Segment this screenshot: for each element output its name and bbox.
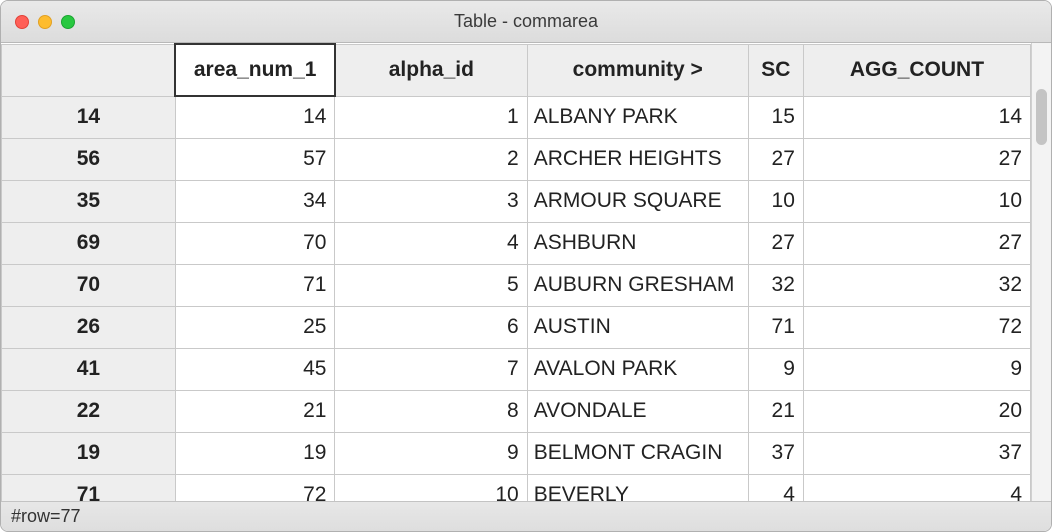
row-header[interactable]: 22 [2, 390, 176, 432]
table-header-row: area_num_1alpha_idcommunity >SCAGG_COUNT [2, 44, 1031, 96]
table-row[interactable]: 22218AVONDALE2120 [2, 390, 1031, 432]
column-header-community[interactable]: community > [527, 44, 748, 96]
row-header[interactable]: 35 [2, 180, 176, 222]
data-table: area_num_1alpha_idcommunity >SCAGG_COUNT… [1, 43, 1031, 501]
row-header[interactable]: 69 [2, 222, 176, 264]
cell-alpha_id[interactable]: 1 [335, 96, 527, 138]
cell-agg_count[interactable]: 27 [803, 222, 1030, 264]
cell-alpha_id[interactable]: 3 [335, 180, 527, 222]
cell-sc[interactable]: 71 [748, 306, 803, 348]
cell-alpha_id[interactable]: 7 [335, 348, 527, 390]
cell-alpha_id[interactable]: 9 [335, 432, 527, 474]
table-row[interactable]: 19199BELMONT CRAGIN3737 [2, 432, 1031, 474]
cell-community[interactable]: AVALON PARK [527, 348, 748, 390]
statusbar: #row=77 [1, 501, 1051, 531]
column-header-agg_count[interactable]: AGG_COUNT [803, 44, 1030, 96]
cell-community[interactable]: ARMOUR SQUARE [527, 180, 748, 222]
cell-sc[interactable]: 4 [748, 474, 803, 501]
cell-agg_count[interactable]: 20 [803, 390, 1030, 432]
cell-agg_count[interactable]: 14 [803, 96, 1030, 138]
table-row[interactable]: 41457AVALON PARK99 [2, 348, 1031, 390]
cell-alpha_id[interactable]: 10 [335, 474, 527, 501]
row-header[interactable]: 71 [2, 474, 176, 501]
cell-sc[interactable]: 10 [748, 180, 803, 222]
minimize-icon[interactable] [38, 15, 52, 29]
status-text: #row=77 [11, 506, 81, 527]
cell-area_num_1[interactable]: 57 [175, 138, 335, 180]
cell-community[interactable]: ALBANY PARK [527, 96, 748, 138]
cell-community[interactable]: AUBURN GRESHAM [527, 264, 748, 306]
maximize-icon[interactable] [61, 15, 75, 29]
row-header[interactable]: 41 [2, 348, 176, 390]
cell-alpha_id[interactable]: 2 [335, 138, 527, 180]
row-header[interactable]: 19 [2, 432, 176, 474]
row-header[interactable]: 56 [2, 138, 176, 180]
cell-alpha_id[interactable]: 4 [335, 222, 527, 264]
cell-area_num_1[interactable]: 34 [175, 180, 335, 222]
cell-alpha_id[interactable]: 8 [335, 390, 527, 432]
cell-area_num_1[interactable]: 14 [175, 96, 335, 138]
content-area: area_num_1alpha_idcommunity >SCAGG_COUNT… [1, 43, 1051, 501]
cell-community[interactable]: BELMONT CRAGIN [527, 432, 748, 474]
row-header[interactable]: 14 [2, 96, 176, 138]
table-row[interactable]: 56572ARCHER HEIGHTS2727 [2, 138, 1031, 180]
cell-area_num_1[interactable]: 19 [175, 432, 335, 474]
cell-agg_count[interactable]: 27 [803, 138, 1030, 180]
cell-area_num_1[interactable]: 71 [175, 264, 335, 306]
traffic-lights [15, 15, 75, 29]
cell-agg_count[interactable]: 72 [803, 306, 1030, 348]
cell-area_num_1[interactable]: 21 [175, 390, 335, 432]
cell-community[interactable]: ARCHER HEIGHTS [527, 138, 748, 180]
cell-community[interactable]: BEVERLY [527, 474, 748, 501]
table-row[interactable]: 14141ALBANY PARK1514 [2, 96, 1031, 138]
window: Table - commarea area_num_1alpha_idcommu… [0, 0, 1052, 532]
table-wrap: area_num_1alpha_idcommunity >SCAGG_COUNT… [1, 43, 1031, 501]
cell-sc[interactable]: 9 [748, 348, 803, 390]
cell-alpha_id[interactable]: 6 [335, 306, 527, 348]
cell-community[interactable]: ASHBURN [527, 222, 748, 264]
vertical-scrollbar[interactable] [1031, 43, 1051, 501]
table-body: 14141ALBANY PARK151456572ARCHER HEIGHTS2… [2, 96, 1031, 501]
cell-area_num_1[interactable]: 25 [175, 306, 335, 348]
row-header[interactable]: 70 [2, 264, 176, 306]
cell-sc[interactable]: 27 [748, 138, 803, 180]
window-title: Table - commarea [1, 11, 1051, 32]
row-header[interactable]: 26 [2, 306, 176, 348]
cell-area_num_1[interactable]: 45 [175, 348, 335, 390]
cell-sc[interactable]: 27 [748, 222, 803, 264]
scrollbar-thumb[interactable] [1036, 89, 1047, 145]
cell-sc[interactable]: 15 [748, 96, 803, 138]
table-row[interactable]: 26256AUSTIN7172 [2, 306, 1031, 348]
cell-agg_count[interactable]: 32 [803, 264, 1030, 306]
cell-sc[interactable]: 32 [748, 264, 803, 306]
cell-community[interactable]: AVONDALE [527, 390, 748, 432]
cell-community[interactable]: AUSTIN [527, 306, 748, 348]
cell-agg_count[interactable]: 10 [803, 180, 1030, 222]
titlebar: Table - commarea [1, 1, 1051, 43]
cell-area_num_1[interactable]: 72 [175, 474, 335, 501]
table-row[interactable]: 70715AUBURN GRESHAM3232 [2, 264, 1031, 306]
cell-alpha_id[interactable]: 5 [335, 264, 527, 306]
column-header-rowid[interactable] [2, 44, 176, 96]
column-header-sc[interactable]: SC [748, 44, 803, 96]
cell-area_num_1[interactable]: 70 [175, 222, 335, 264]
table-row[interactable]: 35343ARMOUR SQUARE1010 [2, 180, 1031, 222]
cell-sc[interactable]: 21 [748, 390, 803, 432]
column-header-alpha_id[interactable]: alpha_id [335, 44, 527, 96]
table-row[interactable]: 69704ASHBURN2727 [2, 222, 1031, 264]
column-header-area_num_1[interactable]: area_num_1 [175, 44, 335, 96]
cell-agg_count[interactable]: 9 [803, 348, 1030, 390]
cell-agg_count[interactable]: 4 [803, 474, 1030, 501]
cell-agg_count[interactable]: 37 [803, 432, 1030, 474]
close-icon[interactable] [15, 15, 29, 29]
cell-sc[interactable]: 37 [748, 432, 803, 474]
table-row[interactable]: 717210BEVERLY44 [2, 474, 1031, 501]
